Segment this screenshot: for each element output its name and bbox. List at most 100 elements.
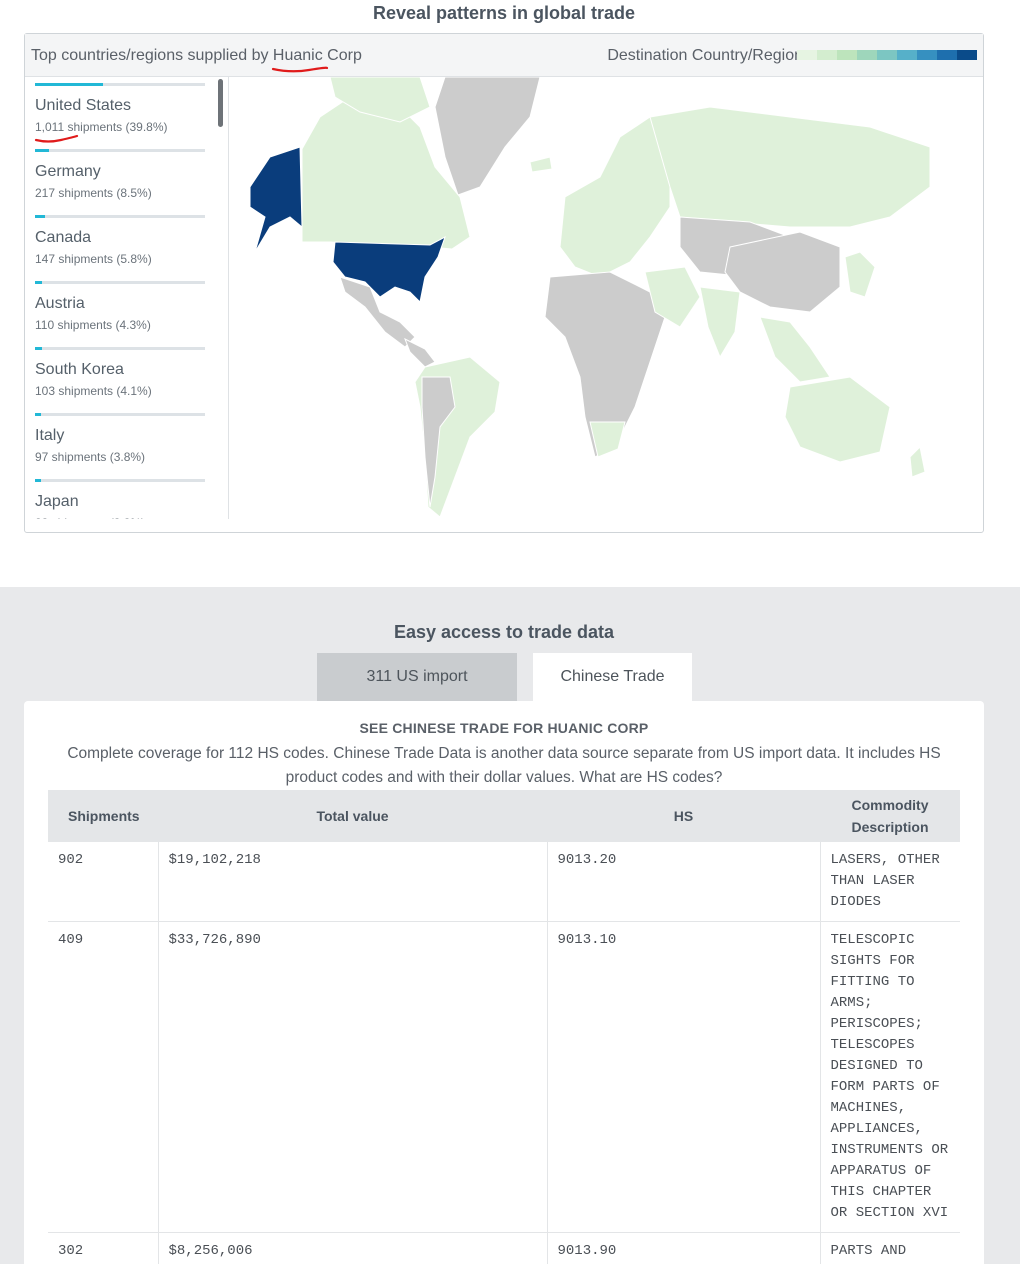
region-china[interactable] [724,231,841,313]
region-india[interactable] [699,286,741,359]
country-list-scrollbar[interactable] [218,79,223,127]
region-europe[interactable] [559,116,671,278]
country-list-item[interactable]: South Korea 103 shipments (4.1%) [25,341,228,407]
region-greenland[interactable] [434,77,541,196]
country-shipments: 110 shipments (4.3%) [35,318,151,332]
trade-map-panel: Top countries/regions supplied by Huanic… [24,33,984,533]
card-title: SEE CHINESE TRADE FOR HUANIC CORP [359,720,649,736]
legend-label: Destination Country/Region [607,47,803,64]
cell-hs: 9013.20 [547,842,821,922]
country-name: Canada [35,229,92,246]
share-bar-fill [35,479,41,482]
chinese-trade-card: SEE CHINESE TRADE FOR HUANIC CORP Comple… [24,701,984,1264]
col-commodity-description[interactable]: Commodity Description [820,790,960,842]
legend-swatch [937,50,957,60]
country-name: Germany [35,163,101,180]
world-map[interactable] [230,77,984,532]
red-underline-annotation [34,134,79,143]
legend-swatch [957,50,977,60]
share-bar-fill [35,149,50,152]
cell-desc: TELESCOPIC SIGHTS FOR FITTING TO ARMS; P… [820,921,960,1233]
region-southern-africa[interactable] [589,421,626,458]
legend-swatch [897,50,917,60]
region-middle-east[interactable] [644,266,701,328]
share-bar-fill [35,215,45,218]
col-shipments[interactable]: Shipments [48,790,158,842]
company-name[interactable]: Huanic Corp [271,47,362,73]
region-russia[interactable] [649,106,931,228]
share-bar [35,347,205,350]
share-bar [35,281,205,284]
cell-shipments: 302 [48,1232,159,1264]
country-list[interactable]: United States 1,011 shipments (39.8%) Germ… [25,77,229,519]
region-korea-japan[interactable] [844,251,876,298]
region-central-america[interactable] [404,337,436,368]
share-bar [35,413,205,416]
table-row[interactable]: 902 $19,102,218 9013.20 LASERS, OTHER THAN … [48,842,960,922]
country-list-item[interactable]: Japan 83 shipments (3.3%) [25,473,228,519]
share-bar-fill [35,281,43,284]
red-underline-annotation [271,66,329,73]
country-name: United States [35,97,132,114]
col-hs[interactable]: HS [547,790,820,842]
supplier-heading-prefix: Top countries/regions supplied by [31,47,273,64]
share-bar-fill [35,413,42,416]
cell-desc: PARTS AND ACCESSORIES: [820,1232,960,1264]
tab-us-import-shipments[interactable]: 311 US import shipments [317,653,517,733]
country-shipments: 103 shipments (4.1%) [35,384,152,398]
country-list-item[interactable]: United States 1,011 shipments (39.8%) [25,77,228,143]
cell-hs: 9013.90 [547,1232,821,1264]
world-map-svg [249,77,931,518]
tab-chinese-trade-data[interactable]: Chinese Trade Data [533,653,692,733]
legend-swatch [837,50,857,60]
map-panel-header: Top countries/regions supplied by Huanic… [25,34,983,77]
region-southeast-asia[interactable] [759,316,831,383]
cell-desc: LASERS, OTHER THAN LASER DIODES [820,842,960,922]
region-iceland[interactable] [529,156,553,173]
region-arctic-islands[interactable] [329,77,431,123]
share-bar-fill [35,347,42,350]
trade-data-section: Easy access to trade data 311 US import … [0,587,1020,1264]
share-bar [35,479,205,482]
legend-swatch [797,50,817,60]
country-list-item[interactable]: Italy 97 shipments (3.8%) [25,407,228,473]
legend-swatch [917,50,937,60]
share-bar [35,83,205,86]
color-scale-legend [797,50,977,60]
region-usa[interactable] [332,235,446,304]
country-name: South Korea [35,361,124,378]
col-total-value[interactable]: Total value [158,790,547,842]
country-shipments: 147 shipments (5.8%) [35,252,152,266]
country-list-item[interactable]: Germany 217 shipments (8.5%) [25,143,228,209]
region-australia[interactable] [784,376,891,463]
data-source-tabs: 311 US import shipments Chinese Trade Da… [317,653,692,733]
map-section-title: Reveal patterns in global trade [372,3,636,23]
cell-value: $33,726,890 [158,921,548,1233]
cell-value: $8,256,006 [158,1232,548,1264]
country-list-item[interactable]: Canada 147 shipments (5.8%) [25,209,228,275]
country-shipments: 1,011 shipments (39.8%) [34,120,228,143]
share-bar-fill [35,83,103,86]
region-new-zealand[interactable] [909,445,926,478]
share-bar [35,215,205,218]
region-south-america-grey[interactable] [421,376,456,508]
trade-section-title: Easy access to trade data [393,622,615,642]
share-bar [35,149,205,152]
region-alaska[interactable] [249,146,303,253]
legend-swatch [877,50,897,60]
cell-shipments: 409 [48,921,159,1233]
legend-swatch [857,50,877,60]
country-name: Japan [35,493,79,510]
country-list-item[interactable]: Austria 110 shipments (4.3%) [25,275,228,341]
supplier-heading: Top countries/regions supplied by Huanic… [31,47,362,73]
hs-code-table: Shipments Total value HS Commodity Descr… [48,790,960,1264]
cell-value: $19,102,218 [158,842,548,922]
country-shipments: 97 shipments (3.8%) [35,450,146,464]
cell-shipments: 902 [48,842,159,922]
country-name: Italy [35,427,65,444]
country-name: Austria [35,295,85,312]
card-description: Complete coverage for 112 HS codes. Chin… [67,745,941,786]
table-row[interactable]: 409 $33,726,890 9013.10 TELESCOPIC SIGHTS F… [48,921,960,1233]
country-shipments: 217 shipments (8.5%) [35,186,152,200]
